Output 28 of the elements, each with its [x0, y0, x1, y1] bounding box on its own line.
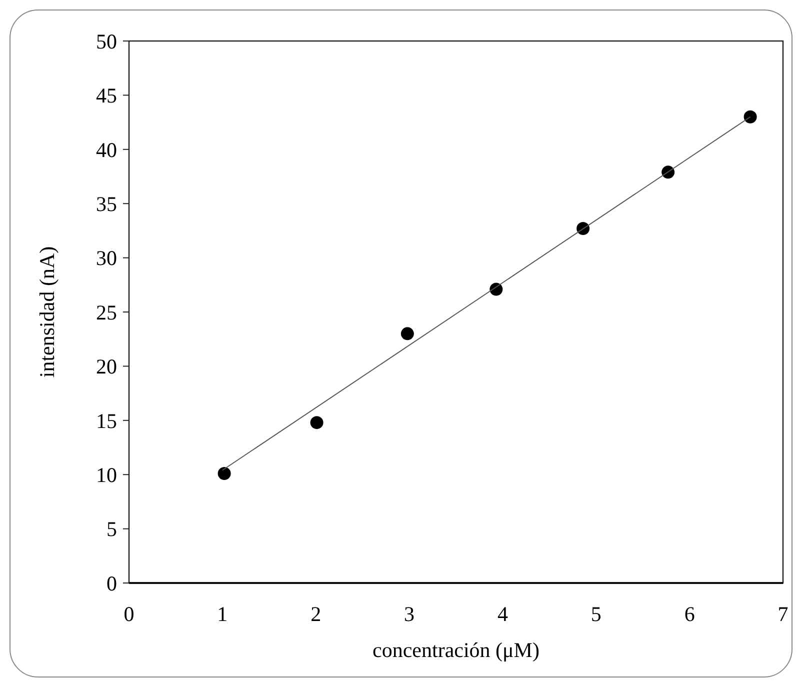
- y-tick-label: 10: [96, 462, 117, 487]
- point: [576, 222, 590, 236]
- x-tick-label: 2: [310, 602, 322, 626]
- y-tick-label: 35: [96, 192, 117, 216]
- point: [744, 110, 757, 124]
- y-tick-label: 30: [96, 246, 117, 270]
- y-tick-label: 20: [96, 354, 117, 379]
- point: [662, 166, 675, 179]
- point: [310, 416, 324, 430]
- y-tick-label: 40: [96, 138, 117, 162]
- x-tick-label: 4: [497, 602, 508, 626]
- y-tick-label: 45: [96, 84, 117, 108]
- x-tick-label: 0: [124, 602, 134, 626]
- x-tick-label: 5: [590, 602, 602, 626]
- y-axis-title: intensidad (nA): [35, 246, 59, 378]
- x-tick-label: 7: [778, 602, 788, 626]
- x-tick-label: 6: [684, 602, 695, 626]
- x-axis-title: concentración (μM): [372, 638, 540, 662]
- point: [490, 282, 503, 296]
- y-tick-label: 25: [96, 300, 117, 324]
- y-tick-label: 50: [96, 29, 117, 54]
- x-tick-label: 1: [217, 602, 228, 626]
- y-tick-label: 0: [106, 571, 117, 596]
- point: [218, 467, 231, 480]
- point: [400, 327, 414, 340]
- y-tick-label: 5: [106, 517, 117, 542]
- x-tick-label: 3: [404, 602, 415, 626]
- y-tick-label: 15: [96, 408, 117, 433]
